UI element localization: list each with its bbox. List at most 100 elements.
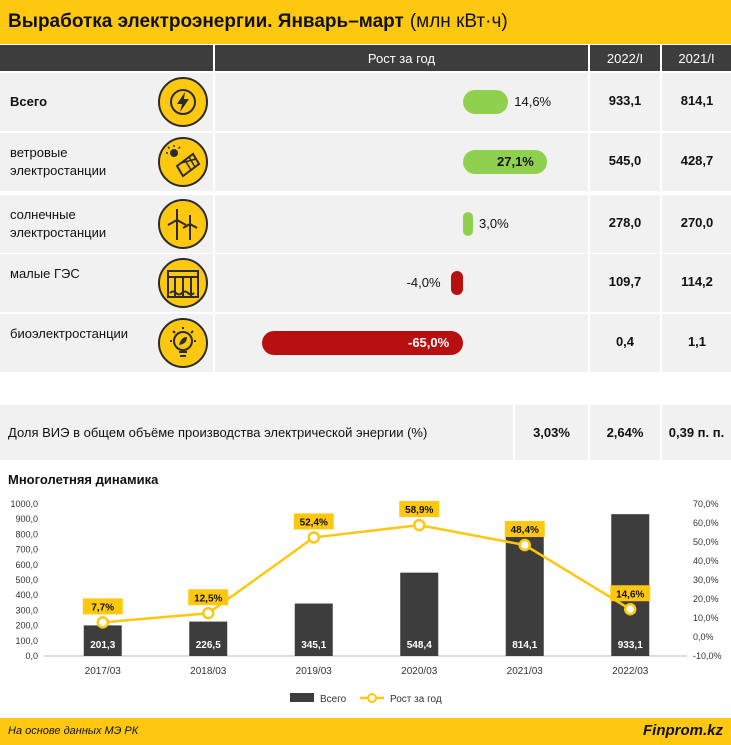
solar-panel-icon	[158, 137, 208, 187]
growth-bar	[463, 212, 473, 236]
share-row: Доля ВИЭ в общем объёме производства эле…	[0, 405, 731, 460]
source-note: На основе данных МЭ РК	[8, 725, 139, 737]
y-left-tick-label: 500,0	[15, 575, 38, 585]
growth-label: -4,0%	[406, 275, 441, 290]
y-left-tick-label: 400,0	[15, 590, 38, 600]
line-label-box	[610, 585, 651, 602]
bar-vsego	[400, 572, 439, 656]
brand-logo: Finprom.kz	[642, 722, 723, 739]
line-point	[96, 616, 109, 629]
line-value-label: 12,5%	[194, 593, 222, 604]
value-2021: 428,7	[680, 153, 714, 168]
legend-bar-label: Всего	[320, 694, 347, 705]
row-2022-cell	[590, 254, 660, 312]
growth-label: 3,0%	[479, 216, 509, 231]
value-2022: 933,1	[608, 93, 642, 108]
row-growth-cell	[215, 254, 588, 312]
value-2022: 109,7	[608, 274, 642, 289]
header-2021: 2021/I	[662, 45, 731, 71]
row-label: Всего	[10, 94, 48, 109]
value-2022: 545,0	[608, 153, 642, 168]
header-growth: Рост за год	[215, 45, 588, 71]
x-tick-label: 2020/03	[401, 666, 438, 677]
chart-title: Многолетняя динамика	[8, 472, 159, 487]
share-label: Доля ВИЭ в общем объёме производства эле…	[0, 405, 513, 460]
y-right-tick-label: 30,0%	[693, 575, 719, 585]
growth-label: 27,1%	[497, 154, 534, 169]
eco-bulb-icon	[158, 318, 208, 368]
value-2021: 270,0	[680, 215, 714, 230]
share-2022: 3,03%	[515, 405, 588, 460]
x-tick-label: 2017/03	[85, 666, 122, 677]
header-blank	[0, 45, 213, 71]
x-tick-label: 2021/03	[507, 666, 544, 677]
legend-bar-swatch	[290, 693, 314, 702]
growth-bar	[450, 271, 463, 295]
line-point	[202, 607, 215, 620]
bar-value-label: 814,1	[512, 640, 537, 651]
line-value-label: 48,4%	[511, 525, 539, 536]
row-2022-cell	[590, 314, 660, 372]
y-right-tick-label: -10,0%	[693, 651, 722, 661]
y-left-tick-label: 100,0	[15, 636, 38, 646]
row-2021-cell	[662, 133, 731, 191]
y-left-tick-label: 300,0	[15, 605, 38, 615]
value-2021: 1,1	[687, 334, 707, 349]
share-diff: 0,39 п. п.	[662, 405, 731, 460]
dynamics-chart: 0,0 100,0 200,0 300,0 400,0 500,0 600,0 700,0 80…	[10, 499, 722, 705]
row-label: малые ГЭС	[10, 266, 80, 281]
x-tick-label: 2018/03	[190, 666, 227, 677]
x-tick-label: 2022/03	[612, 666, 649, 677]
x-tick-label: 2019/03	[296, 666, 333, 677]
bar-value-label: 226,5	[196, 640, 221, 651]
value-2021: 814,1	[680, 93, 714, 108]
table-row: солнечные электростанции 3,0% 278,0 270,0	[0, 195, 731, 253]
line-point	[518, 538, 531, 552]
bar-vsego	[83, 625, 122, 656]
y-left-tick-label: 700,0	[15, 545, 38, 555]
lightning-icon	[158, 77, 208, 127]
title-bar: Выработка электроэнергии. Январь–март (м…	[0, 0, 731, 44]
dam-icon	[158, 258, 208, 308]
value-2022: 278,0	[608, 215, 642, 230]
y-right-tick-label: 0,0%	[693, 632, 714, 642]
y-left-tick-label: 1000,0	[10, 499, 38, 509]
line-value-label: 14,6%	[616, 589, 644, 600]
line-label-box	[399, 501, 440, 518]
line-label-box	[504, 521, 545, 538]
y-left-tick-label: 200,0	[15, 621, 38, 631]
line-label-box	[82, 598, 123, 615]
bar-vsego	[294, 603, 333, 656]
row-growth-cell	[215, 195, 588, 253]
line-rost	[102, 523, 631, 624]
page-title: Выработка электроэнергии. Январь–март	[8, 11, 404, 32]
row-2021-cell	[662, 254, 731, 312]
line-value-label: 52,4%	[300, 517, 328, 528]
row-label: ветровые электростанции	[10, 145, 107, 178]
header-2022: 2022/I	[590, 45, 660, 71]
growth-bar	[463, 150, 547, 174]
row-2022-cell	[590, 133, 660, 191]
bar-value-label: 201,3	[90, 640, 115, 651]
share-2021: 2,64%	[590, 405, 660, 460]
page-title-unit: (млн кВт·ч)	[409, 11, 508, 32]
row-2022-cell	[590, 195, 660, 253]
table-row: биоэлектростанции -65,0% 0,4 1,1	[0, 314, 731, 372]
line-label-box	[293, 513, 334, 530]
row-2021-cell	[662, 195, 731, 253]
row-2022-cell	[590, 73, 660, 131]
value-2021: 114,2	[681, 274, 713, 289]
table-row: малые ГЭС -4,0% 109,7 114,2	[0, 254, 731, 312]
legend-line-label: Рост за год	[390, 694, 442, 705]
y-right-tick-label: 70,0%	[693, 499, 719, 509]
row-label: солнечные электростанции	[10, 207, 107, 240]
y-right-tick-label: 20,0%	[693, 594, 719, 604]
row-growth-cell	[215, 73, 588, 131]
y-right-tick-label: 60,0%	[693, 518, 719, 528]
footer: На основе данных МЭ РК Finprom.kz	[0, 718, 731, 745]
bar-value-label: 345,1	[301, 640, 326, 651]
legend-line-marker	[367, 693, 377, 703]
growth-label: 14,6%	[514, 94, 552, 109]
bar-vsego	[611, 514, 650, 656]
y-left-tick-label: 600,0	[15, 560, 38, 570]
